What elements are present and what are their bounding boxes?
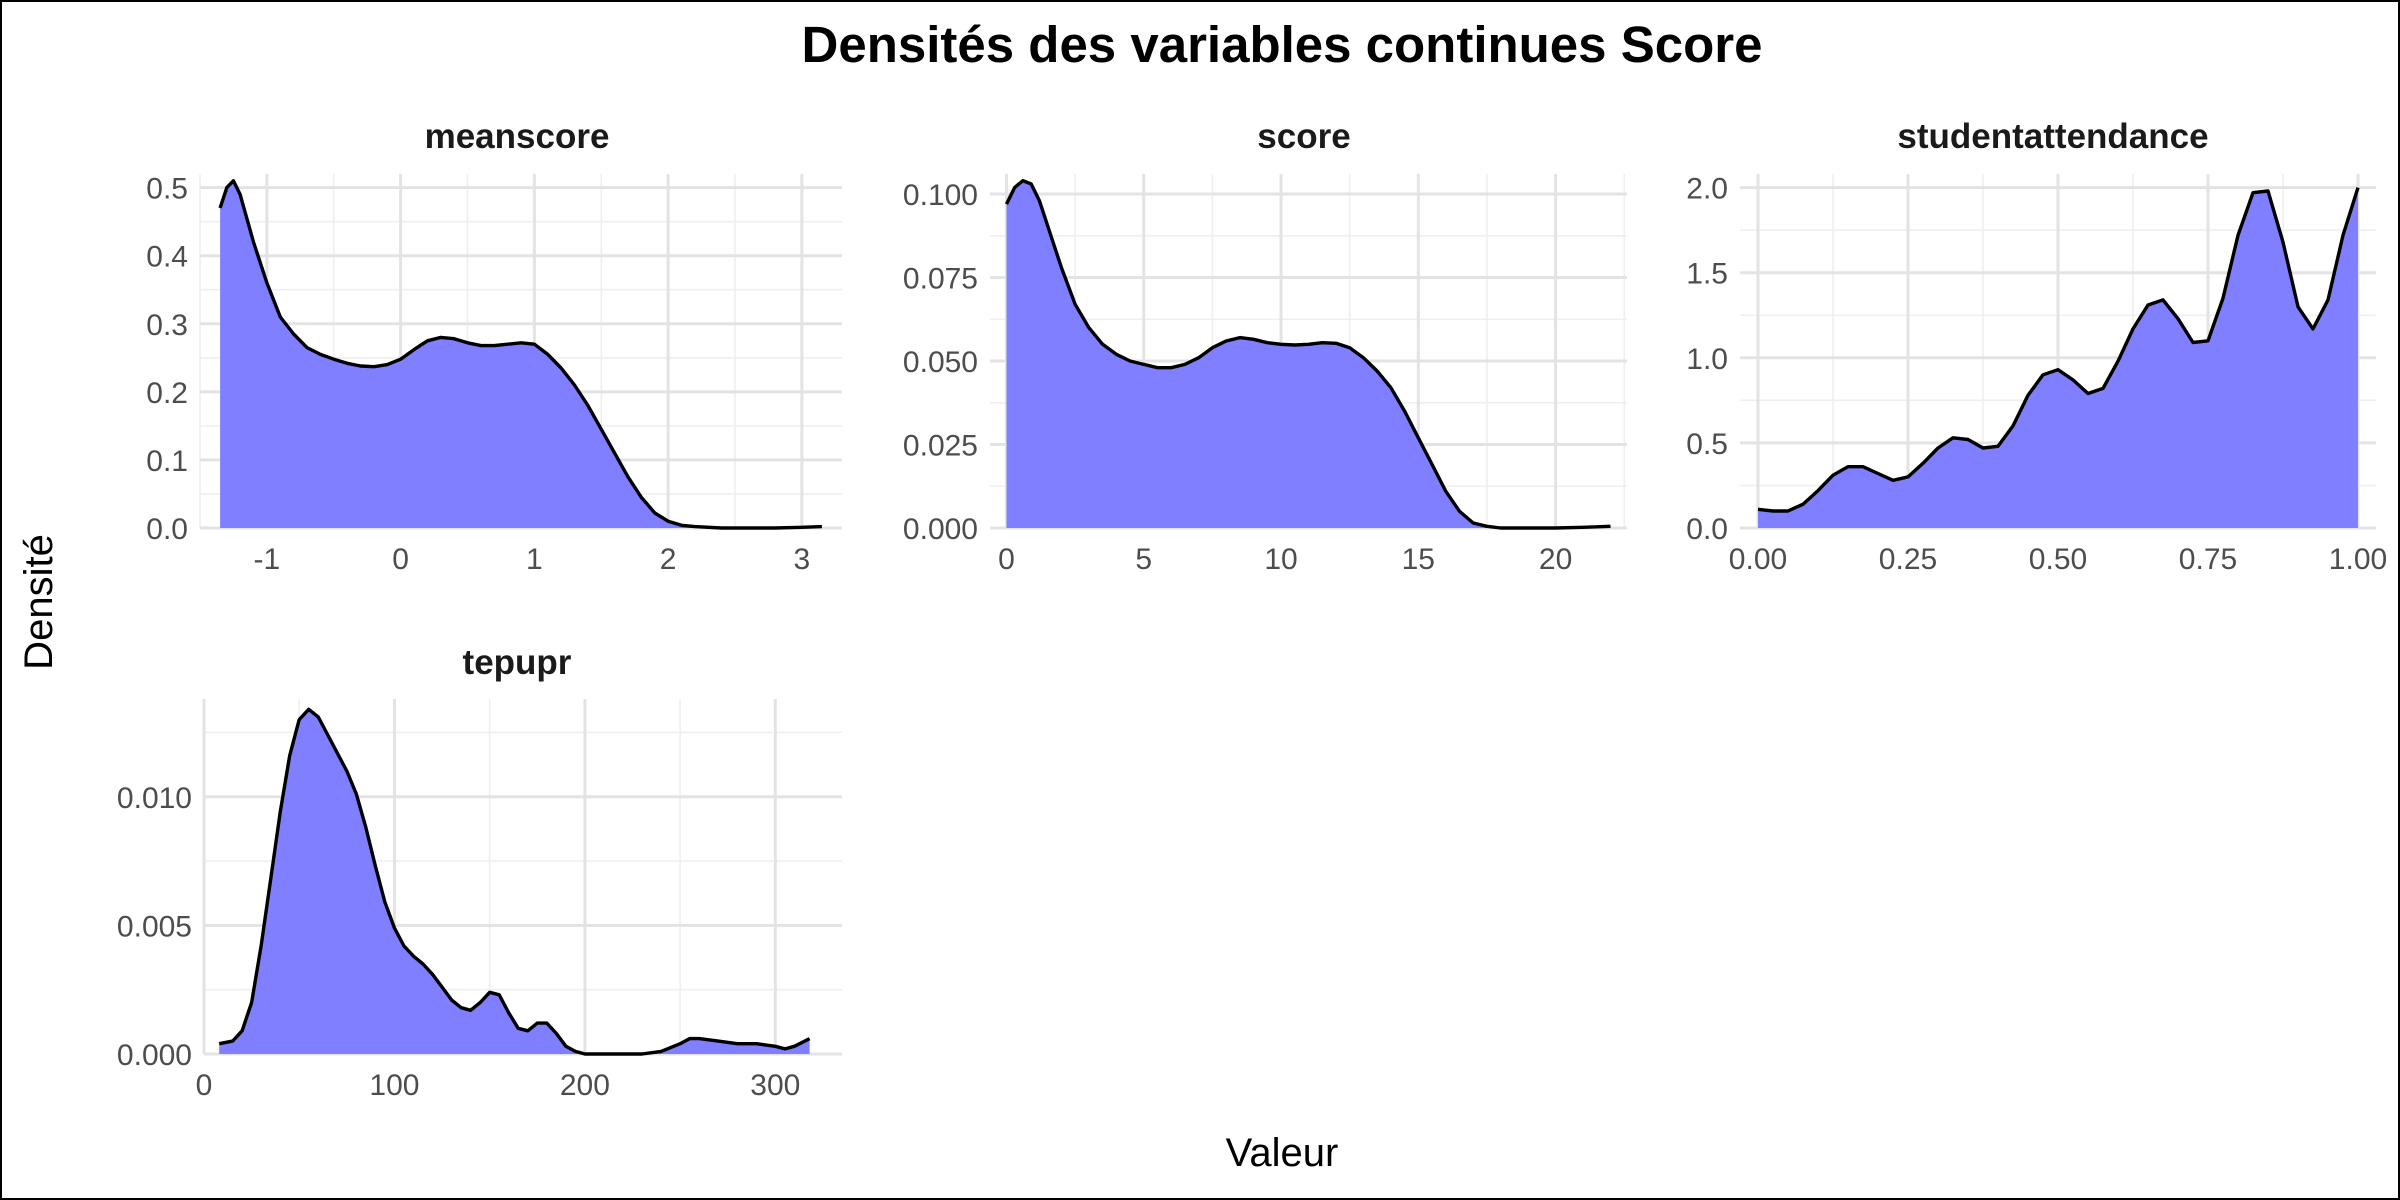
y-tick-label: 0.4 <box>146 241 188 274</box>
density-line <box>218 707 811 1056</box>
density-area <box>219 709 810 1054</box>
y-tick-label: 0.5 <box>1686 428 1728 461</box>
y-tick-label: 0.5 <box>146 173 188 206</box>
y-tick-label: 0.050 <box>903 346 978 379</box>
y-tick-label: 0.000 <box>903 513 978 546</box>
facet-tepupr: 0 100 200 300 0.000 0.005 0.010 tepupr <box>117 643 842 1102</box>
facet-title: tepupr <box>463 643 572 682</box>
x-tick-label: 0.00 <box>1729 543 1787 576</box>
x-tick-label: 1.00 <box>2329 543 2387 576</box>
x-tick-label: 1 <box>526 543 543 576</box>
y-tick-label: 1.0 <box>1686 343 1728 376</box>
y-tick-label: 0.2 <box>146 377 188 410</box>
x-tick-label: 0 <box>998 543 1015 576</box>
x-tick-label: 200 <box>560 1069 610 1102</box>
x-tick-label: 100 <box>369 1069 419 1102</box>
chart-title: Densités des variables continues Score <box>802 16 1763 73</box>
x-tick-label: 0 <box>196 1069 213 1102</box>
y-tick-label: 0.1 <box>146 445 188 478</box>
facet-studentattendance: 0.00 0.25 0.50 0.75 1.00 0.0 0.5 1.0 1.5 2.0 stude… <box>1686 117 2387 576</box>
y-tick-label: 0.075 <box>903 263 978 296</box>
density-line <box>1004 179 1611 530</box>
density-area <box>220 180 822 529</box>
x-tick-label: 0.75 <box>2179 543 2237 576</box>
x-axis-title: Valeur <box>1226 1131 1339 1175</box>
x-tick-label: 15 <box>1402 543 1435 576</box>
facet-panels: -1 0 1 2 3 0.0 0.1 0.2 0.3 0.4 0.5 meanscore 0 5 10 15 2… <box>117 117 2387 1102</box>
y-tick-label: 0.000 <box>117 1039 192 1072</box>
x-tick-label: 3 <box>794 543 811 576</box>
x-tick-label: 20 <box>1539 543 1572 576</box>
facet-title: score <box>1257 117 1350 156</box>
x-tick-label: 0 <box>392 543 409 576</box>
y-tick-label: 0.100 <box>903 179 978 212</box>
y-tick-label: 0.025 <box>903 430 978 463</box>
x-tick-label: 2 <box>660 543 677 576</box>
y-tick-label: 2.0 <box>1686 173 1728 206</box>
y-tick-label: 0.005 <box>117 910 192 943</box>
density-line <box>218 179 822 530</box>
density-area <box>1758 187 2358 528</box>
y-tick-label: 0.0 <box>1686 513 1728 546</box>
x-tick-label: -1 <box>254 543 281 576</box>
y-tick-label: 1.5 <box>1686 258 1728 291</box>
x-tick-label: 0.50 <box>2029 543 2087 576</box>
density-line <box>1757 187 2360 513</box>
x-tick-label: 0.25 <box>1879 543 1937 576</box>
facet-score: 0 5 10 15 20 0.000 0.025 0.050 0.075 0.100 score <box>903 117 1627 576</box>
facet-title: studentattendance <box>1897 117 2208 156</box>
y-tick-label: 0.0 <box>146 513 188 546</box>
y-tick-label: 0.3 <box>146 309 188 342</box>
x-tick-label: 300 <box>750 1069 800 1102</box>
y-tick-label: 0.010 <box>117 782 192 815</box>
facet-meanscore: -1 0 1 2 3 0.0 0.1 0.2 0.3 0.4 0.5 meanscore <box>146 117 842 576</box>
y-axis-title: Densité <box>17 534 61 670</box>
x-tick-label: 10 <box>1264 543 1297 576</box>
facet-title: meanscore <box>425 117 610 156</box>
x-tick-label: 5 <box>1135 543 1152 576</box>
density-area <box>1006 180 1611 528</box>
